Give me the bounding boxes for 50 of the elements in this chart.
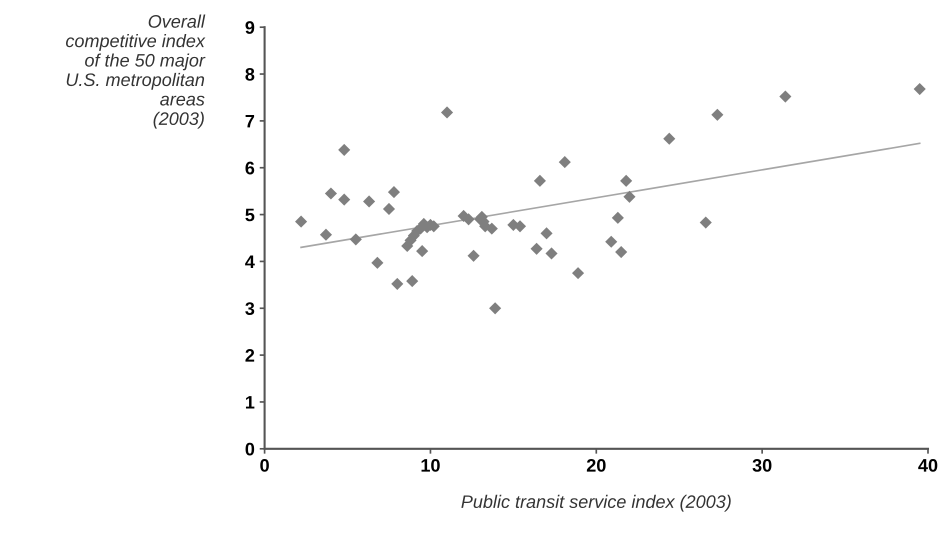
x-tick-label: 30 — [752, 459, 772, 472]
point — [388, 186, 400, 198]
y-tick-label: 1 — [246, 396, 254, 408]
point — [371, 256, 384, 269]
point — [612, 212, 624, 224]
point — [391, 278, 404, 290]
y-tick-label: 6 — [245, 162, 254, 174]
point — [711, 108, 724, 121]
point — [623, 190, 636, 203]
point — [382, 202, 396, 216]
point — [486, 222, 498, 235]
point — [363, 195, 376, 208]
point — [663, 132, 676, 145]
point — [545, 247, 558, 260]
point — [489, 302, 502, 314]
y-tick-label: 0 — [246, 442, 254, 456]
point — [295, 216, 308, 228]
y-axis-title: Overall competitive index of the 50 major U.S. metropolitan areas (2003) — [66, 14, 206, 129]
point — [572, 267, 584, 280]
point — [324, 187, 337, 200]
point — [558, 156, 571, 168]
point — [320, 228, 332, 241]
point — [468, 250, 480, 262]
y-tick-label: 4 — [245, 256, 255, 268]
point — [350, 233, 362, 246]
x-tick-label: 10 — [422, 459, 440, 472]
point — [534, 174, 546, 187]
y-tick-label: 5 — [245, 208, 254, 222]
point — [406, 275, 418, 288]
y-tick-label: 7 — [246, 115, 254, 128]
point — [440, 106, 454, 119]
y-tick-label: 8 — [245, 68, 254, 81]
y-tick-label: 3 — [245, 302, 254, 316]
point — [416, 245, 428, 258]
point — [338, 144, 350, 156]
point — [338, 194, 350, 206]
point — [700, 216, 712, 229]
x-tick-label: 0 — [260, 459, 269, 472]
point — [914, 82, 926, 96]
point — [620, 174, 632, 187]
point — [540, 227, 553, 240]
point — [779, 90, 792, 103]
point — [530, 242, 543, 255]
y-tick-label: 2 — [245, 349, 254, 362]
point — [605, 236, 618, 248]
x-tick-label: 40 — [918, 459, 938, 472]
y-tick-label: 9 — [245, 21, 254, 34]
x-tick-label: 20 — [586, 459, 606, 472]
x-axis-title: Public transit service index (2003) — [461, 494, 731, 512]
point — [615, 246, 628, 258]
